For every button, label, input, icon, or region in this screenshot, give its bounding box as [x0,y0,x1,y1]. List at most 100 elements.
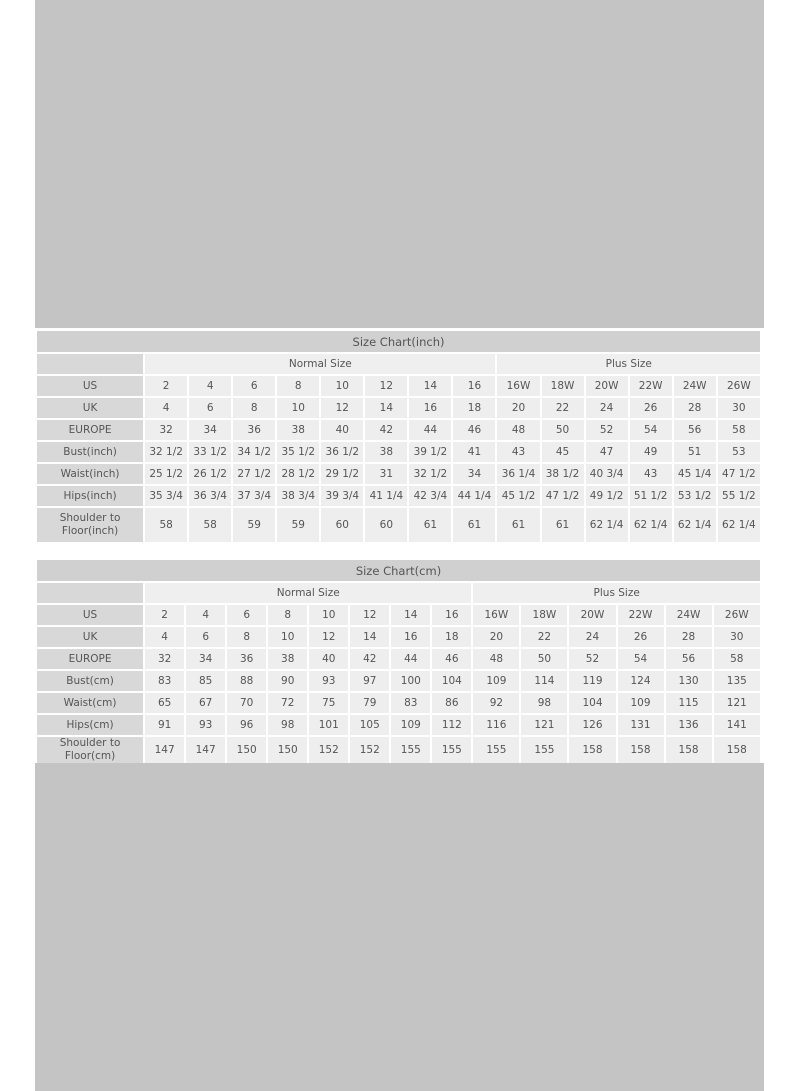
table-cell: 83 [145,671,185,691]
row-label: US [37,605,144,625]
table-cell: 72 [268,693,308,713]
row-label: UK [37,398,144,418]
table-cell: 85 [186,671,226,691]
plus-size-header: Plus Size [473,583,760,603]
table-cell: 51 [673,442,716,462]
table-cell: 28 [673,398,716,418]
table-cell: 114 [521,671,568,691]
table-cell: 58 [189,508,232,542]
table-cell: 54 [617,649,664,669]
normal-size-header: Normal Size [145,583,472,603]
table-cell: 26W [717,376,760,396]
table-cell: 98 [521,693,568,713]
table-cell: 124 [617,671,664,691]
table-cell: 49 1/2 [585,486,628,506]
table-cell: 101 [309,715,349,735]
table-cell: 34 [186,649,226,669]
table-cell: 22W [629,376,672,396]
table-cell: 38 [365,442,408,462]
table-cell: 39 1/2 [409,442,452,462]
table-cell: 6 [233,376,276,396]
table-cell: 119 [569,671,616,691]
table-cell: 45 [541,442,584,462]
table-cell: 150 [227,737,267,763]
table-row: Shoulder to Floor(cm) 147 147 150 150 152 152 1… [37,737,760,763]
table-cell: 62 1/4 [629,508,672,542]
table-cell: 29 1/2 [321,464,364,484]
table-cell: 8 [233,398,276,418]
table-title: Size Chart(inch) [37,331,760,352]
table-cell: 14 [409,376,452,396]
table-cell: 24W [665,605,712,625]
table-row: Hips(cm) 91 93 96 98 101 105 109 112 116 121 126 131… [37,715,760,735]
table-cell: 38 3/4 [277,486,320,506]
table-cell: 44 [409,420,452,440]
table-cell: 61 [409,508,452,542]
group-header-row: Normal Size Plus Size [37,583,760,603]
row-label: Bust(cm) [37,671,144,691]
table-cell: 46 [453,420,496,440]
plus-size-header: Plus Size [497,354,760,374]
table-cell: 56 [673,420,716,440]
table-row: Waist(cm) 65 67 70 72 75 79 83 86 92 98 104 109 115 12… [37,693,760,713]
table-cell: 2 [145,605,185,625]
table-cell: 65 [145,693,185,713]
table-cell: 100 [391,671,431,691]
table-cell: 30 [717,398,760,418]
table-title: Size Chart(cm) [37,560,760,581]
table-cell: 121 [521,715,568,735]
table-cell: 36 1/4 [497,464,540,484]
table-row: UK 4 6 8 10 12 14 16 18 20 22 24 26 28 30 [37,398,760,418]
page-background: Size Chart(inch) Normal Size Plus Size US 2 4… [35,0,764,1091]
row-label: Hips(cm) [37,715,144,735]
table-cell: 47 [585,442,628,462]
blank-header-cell [37,583,144,603]
table-cell: 58 [145,508,188,542]
table-cell: 16W [473,605,520,625]
table-cell: 61 [541,508,584,542]
size-chart-cm-table: Size Chart(cm) Normal Size Plus Size US 2 4 6 8… [35,558,762,765]
table-cell: 59 [233,508,276,542]
table-cell: 155 [473,737,520,763]
table-cell: 32 [145,649,185,669]
table-cell: 18W [541,376,584,396]
table-cell: 16 [432,605,472,625]
table-cell: 16W [497,376,540,396]
table-cell: 14 [350,627,390,647]
table-cell: 45 1/4 [673,464,716,484]
table-cell: 40 [321,420,364,440]
table-cell: 35 1/2 [277,442,320,462]
table-cell: 62 1/4 [717,508,760,542]
table-cell: 50 [541,420,584,440]
table-cell: 91 [145,715,185,735]
table-cell: 34 [189,420,232,440]
table-row: Bust(inch) 32 1/2 33 1/2 34 1/2 35 1/2 36 1/2… [37,442,760,462]
table-cell: 96 [227,715,267,735]
table-cell: 79 [350,693,390,713]
table-cell: 105 [350,715,390,735]
row-label: EUROPE [37,420,144,440]
table-cell: 55 1/2 [717,486,760,506]
table-cell: 2 [145,376,188,396]
table-cell: 41 [453,442,496,462]
table-cell: 44 1/4 [453,486,496,506]
row-label: Waist(cm) [37,693,144,713]
table-cell: 109 [391,715,431,735]
table-cell: 18 [432,627,472,647]
table-cell: 42 [365,420,408,440]
size-chart-inch-table: Size Chart(inch) Normal Size Plus Size US 2 4… [35,329,762,544]
table-cell: 93 [186,715,226,735]
table-cell: 58 [713,649,760,669]
table-cell: 52 [569,649,616,669]
table-cell: 141 [713,715,760,735]
table-cell: 39 3/4 [321,486,364,506]
table-cell: 8 [277,376,320,396]
table-cell: 16 [391,627,431,647]
table-cell: 93 [309,671,349,691]
table-cell: 6 [189,398,232,418]
table-cell: 109 [617,693,664,713]
table-cell: 121 [713,693,760,713]
table-cell: 115 [665,693,712,713]
table-row: Waist(inch) 25 1/2 26 1/2 27 1/2 28 1/2 29 1/… [37,464,760,484]
table-cell: 4 [186,605,226,625]
